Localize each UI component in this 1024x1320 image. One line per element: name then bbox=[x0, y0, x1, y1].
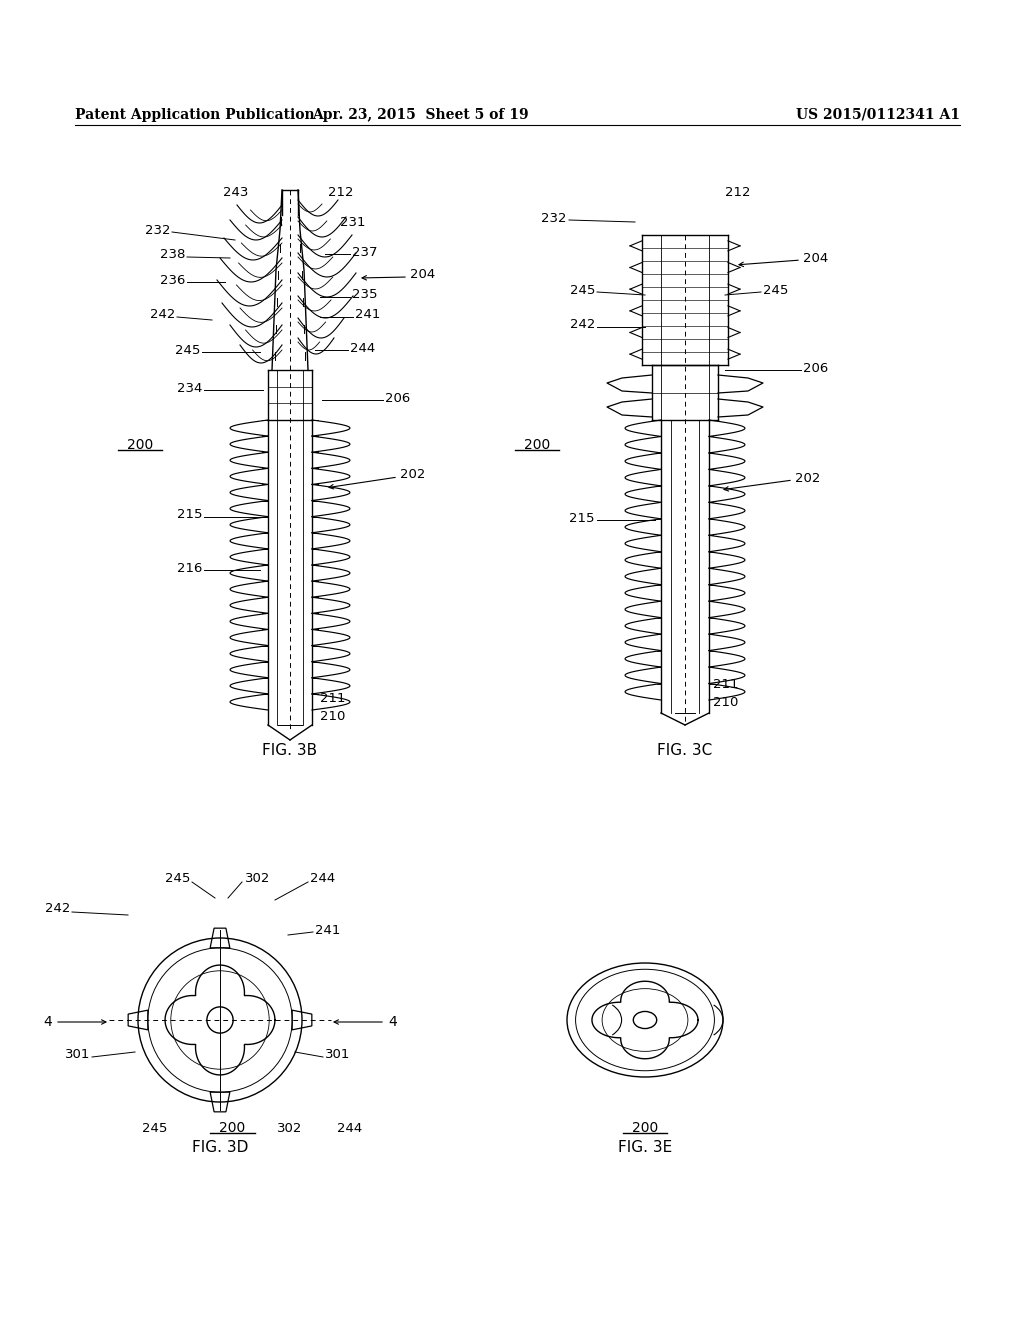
Text: 301: 301 bbox=[65, 1048, 90, 1061]
Text: 241: 241 bbox=[355, 309, 380, 322]
Text: 210: 210 bbox=[713, 697, 738, 710]
Text: 236: 236 bbox=[160, 273, 185, 286]
Text: 238: 238 bbox=[160, 248, 185, 261]
Text: 242: 242 bbox=[45, 902, 70, 915]
Text: 202: 202 bbox=[795, 471, 820, 484]
Text: 244: 244 bbox=[350, 342, 375, 355]
Text: 206: 206 bbox=[803, 362, 828, 375]
Text: 241: 241 bbox=[315, 924, 340, 936]
Text: 204: 204 bbox=[410, 268, 435, 281]
Text: 245: 245 bbox=[175, 343, 200, 356]
Text: 210: 210 bbox=[319, 710, 345, 722]
Text: 4: 4 bbox=[43, 1015, 52, 1030]
Text: FIG. 3D: FIG. 3D bbox=[191, 1140, 248, 1155]
Text: 242: 242 bbox=[569, 318, 595, 331]
Text: 212: 212 bbox=[328, 186, 353, 199]
Text: 4: 4 bbox=[388, 1015, 396, 1030]
Text: 302: 302 bbox=[278, 1122, 303, 1134]
Text: 245: 245 bbox=[763, 284, 788, 297]
Text: Apr. 23, 2015  Sheet 5 of 19: Apr. 23, 2015 Sheet 5 of 19 bbox=[311, 108, 528, 121]
Text: FIG. 3B: FIG. 3B bbox=[262, 743, 317, 758]
Text: 200: 200 bbox=[127, 438, 154, 451]
Text: 200: 200 bbox=[632, 1121, 658, 1135]
Text: 301: 301 bbox=[325, 1048, 350, 1061]
Text: 244: 244 bbox=[310, 871, 335, 884]
Text: 211: 211 bbox=[319, 692, 345, 705]
Text: Patent Application Publication: Patent Application Publication bbox=[75, 108, 314, 121]
Text: 215: 215 bbox=[569, 511, 595, 524]
Text: 211: 211 bbox=[713, 678, 738, 692]
Text: 212: 212 bbox=[725, 186, 751, 199]
Text: 245: 245 bbox=[142, 1122, 168, 1134]
Text: 215: 215 bbox=[176, 508, 202, 521]
Text: FIG. 3E: FIG. 3E bbox=[617, 1140, 672, 1155]
Text: 242: 242 bbox=[150, 309, 175, 322]
Text: US 2015/0112341 A1: US 2015/0112341 A1 bbox=[796, 108, 961, 121]
Text: 200: 200 bbox=[524, 438, 550, 451]
Text: 244: 244 bbox=[337, 1122, 362, 1134]
Text: 232: 232 bbox=[542, 211, 567, 224]
Text: 202: 202 bbox=[400, 469, 425, 482]
Text: 235: 235 bbox=[352, 289, 378, 301]
Text: 302: 302 bbox=[245, 871, 270, 884]
Text: 216: 216 bbox=[176, 561, 202, 574]
Text: 245: 245 bbox=[165, 871, 190, 884]
Text: 231: 231 bbox=[340, 215, 366, 228]
Text: 204: 204 bbox=[803, 252, 828, 264]
Text: 243: 243 bbox=[222, 186, 248, 199]
Text: 237: 237 bbox=[352, 246, 378, 259]
Text: 245: 245 bbox=[569, 284, 595, 297]
Text: 206: 206 bbox=[385, 392, 411, 404]
Text: 232: 232 bbox=[144, 223, 170, 236]
Text: 200: 200 bbox=[219, 1121, 245, 1135]
Text: 234: 234 bbox=[176, 381, 202, 395]
Text: FIG. 3C: FIG. 3C bbox=[657, 743, 713, 758]
